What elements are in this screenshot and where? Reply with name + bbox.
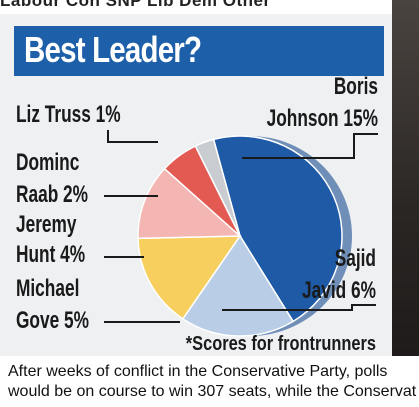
caption-line-1: After weeks of conflict in the Conservat…: [8, 362, 419, 382]
top-strip-text: Labour Con SNP Lib Dem Other: [0, 0, 271, 11]
slice-label-boris-johnson-line-1: Boris: [334, 73, 378, 99]
caption-line-2: would be on course to win 307 seats, whi…: [8, 382, 419, 402]
chart-footnote: *Scores for frontrunners: [186, 331, 376, 354]
chart-graphic: Best Leader? Boris Johnson 15% Sajid Javid …: [0, 14, 392, 356]
slice-label-dominc-raab-line-2: Raab 2%: [16, 181, 88, 207]
slice-label-michael-gove-line-1: Michael: [16, 275, 79, 301]
article-caption: After weeks of conflict in the Conservat…: [8, 362, 419, 402]
slice-label-boris-johnson-line-2: Johnson 15%: [267, 105, 379, 131]
slice-label-dominc-raab-line-1: Dominc: [16, 149, 80, 175]
slice-label-liz-truss-line-1: Liz Truss 1%: [16, 101, 121, 127]
slice-label-michael-gove-line-2: Gove 5%: [16, 307, 89, 333]
slice-label-sajid-javid-line-1: Sajid: [335, 245, 376, 271]
slice-label-jeremy-hunt-line-2: Hunt 4%: [16, 241, 85, 267]
leader-line-liz-truss: [108, 130, 158, 142]
pie-slices-layer: [138, 136, 342, 336]
pie-chart: Boris Johnson 15% Sajid Javid 6% Michael Gove…: [0, 14, 392, 356]
slice-label-sajid-javid-line-2: Javid 6%: [302, 277, 376, 303]
side-photo-edge: [392, 0, 419, 356]
slice-label-jeremy-hunt-line-1: Jeremy: [16, 211, 77, 237]
top-strip: Labour Con SNP Lib Dem Other: [0, 0, 392, 14]
